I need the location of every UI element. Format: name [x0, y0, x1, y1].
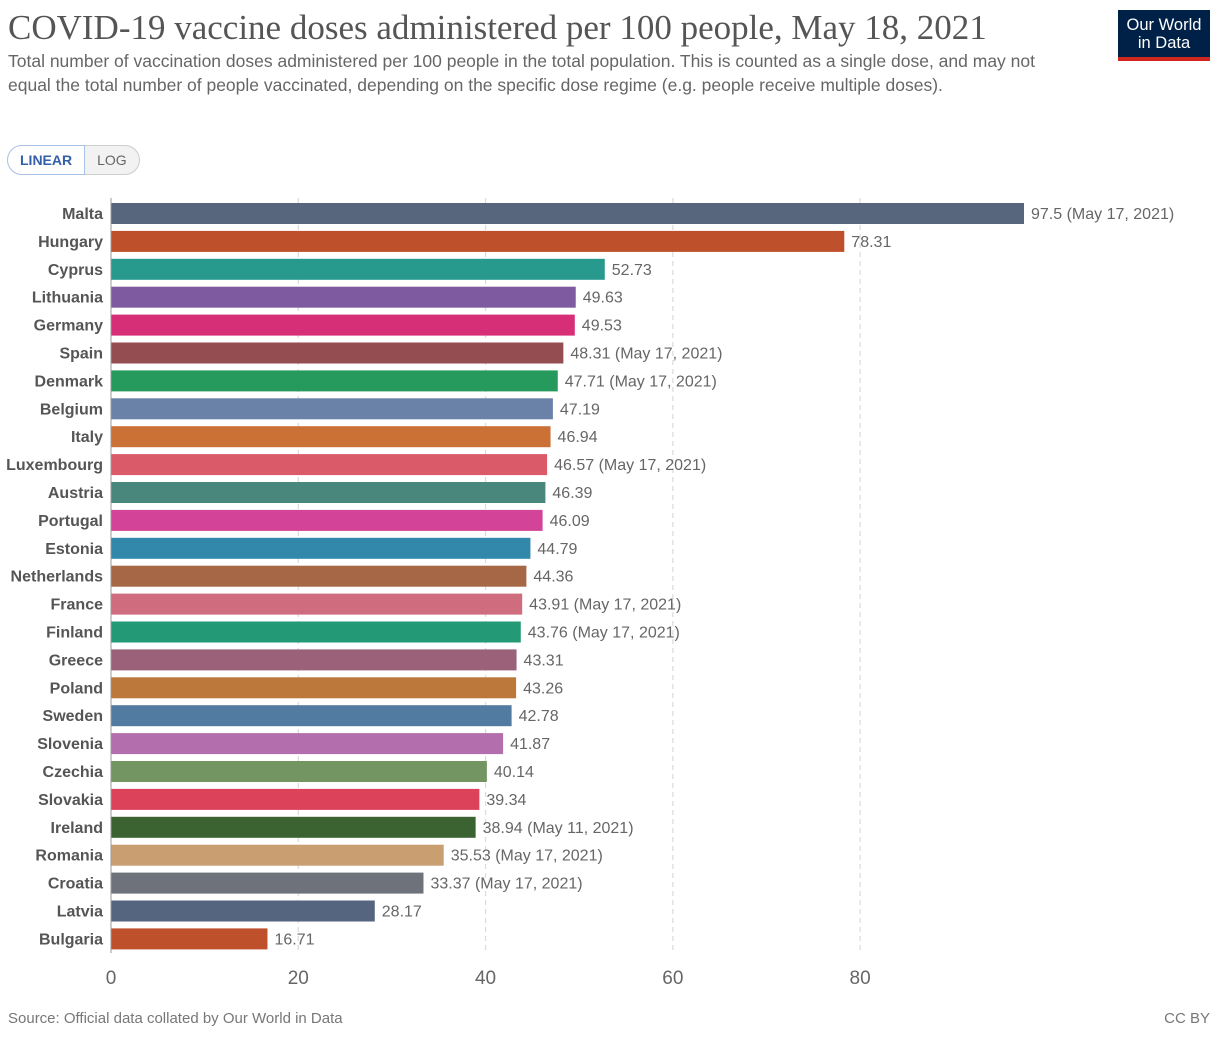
value-label-slovakia: 39.34: [486, 792, 526, 809]
value-label-france: 43.91 (May 17, 2021): [529, 597, 681, 614]
value-label-lithuania: 49.63: [583, 290, 623, 307]
value-label-croatia: 33.37 (May 17, 2021): [430, 876, 582, 893]
value-label-spain: 48.31 (May 17, 2021): [570, 346, 722, 363]
bar-netherlands[interactable]: [111, 565, 527, 587]
bar-france[interactable]: [111, 593, 523, 615]
bar-cyprus[interactable]: [111, 258, 605, 280]
category-label-germany: Germany: [34, 318, 103, 335]
value-label-greece: 43.31: [524, 652, 564, 669]
bar-sweden[interactable]: [111, 705, 512, 727]
category-label-france: France: [51, 597, 104, 614]
value-label-estonia: 44.79: [537, 541, 577, 558]
category-label-portugal: Portugal: [38, 513, 103, 530]
bar-greece[interactable]: [111, 649, 517, 671]
license-link[interactable]: CC BY: [1164, 1010, 1210, 1027]
bar-poland[interactable]: [111, 677, 517, 699]
bar-luxembourg[interactable]: [111, 454, 548, 476]
bar-italy[interactable]: [111, 426, 551, 448]
category-label-hungary: Hungary: [38, 234, 103, 251]
value-label-bulgaria: 16.71: [274, 931, 314, 948]
category-label-cyprus: Cyprus: [48, 262, 103, 279]
bar-romania[interactable]: [111, 844, 444, 866]
bar-slovakia[interactable]: [111, 788, 480, 810]
scale-toggle: LINEAR LOG: [7, 145, 140, 175]
value-label-finland: 43.76 (May 17, 2021): [528, 625, 680, 642]
value-label-romania: 35.53 (May 17, 2021): [451, 848, 603, 865]
x-tick-label-40: 40: [475, 968, 496, 989]
bar-estonia[interactable]: [111, 537, 531, 559]
bar-slovenia[interactable]: [111, 733, 504, 755]
value-label-portugal: 46.09: [550, 513, 590, 530]
bar-croatia[interactable]: [111, 872, 424, 894]
value-label-luxembourg: 46.57 (May 17, 2021): [554, 457, 706, 474]
category-label-croatia: Croatia: [48, 876, 103, 893]
bar-lithuania[interactable]: [111, 286, 576, 308]
category-label-estonia: Estonia: [45, 541, 103, 558]
category-label-latvia: Latvia: [57, 904, 103, 921]
category-label-romania: Romania: [35, 848, 103, 865]
category-label-malta: Malta: [62, 206, 103, 223]
bar-belgium[interactable]: [111, 398, 553, 420]
bar-hungary[interactable]: [111, 230, 845, 252]
value-label-latvia: 28.17: [382, 904, 422, 921]
category-label-bulgaria: Bulgaria: [39, 931, 103, 948]
category-label-spain: Spain: [59, 346, 103, 363]
bar-ireland[interactable]: [111, 816, 476, 838]
bar-denmark[interactable]: [111, 370, 558, 392]
x-tick-label-60: 60: [662, 968, 683, 989]
category-label-austria: Austria: [48, 485, 103, 502]
category-label-denmark: Denmark: [35, 373, 104, 390]
value-label-denmark: 47.71 (May 17, 2021): [565, 373, 717, 390]
category-label-italy: Italy: [71, 429, 103, 446]
value-label-poland: 43.26: [523, 680, 563, 697]
bar-czechia[interactable]: [111, 761, 487, 782]
category-label-slovenia: Slovenia: [37, 736, 103, 753]
category-label-czechia: Czechia: [43, 764, 104, 781]
bar-germany[interactable]: [111, 314, 575, 336]
bar-spain[interactable]: [111, 342, 564, 364]
value-label-ireland: 38.94 (May 11, 2021): [483, 820, 634, 837]
value-label-czechia: 40.14: [494, 764, 534, 781]
category-label-netherlands: Netherlands: [11, 569, 104, 586]
value-label-belgium: 47.19: [560, 401, 600, 418]
bar-austria[interactable]: [111, 482, 546, 503]
value-label-sweden: 42.78: [519, 708, 559, 725]
logo-line-1: Our World: [1126, 15, 1202, 34]
value-label-hungary: 78.31: [851, 234, 891, 251]
value-label-germany: 49.53: [582, 318, 622, 335]
chart-subtitle: Total number of vaccination doses admini…: [8, 51, 1035, 95]
category-label-slovakia: Slovakia: [38, 792, 103, 809]
category-label-finland: Finland: [46, 625, 103, 642]
category-label-ireland: Ireland: [51, 820, 103, 837]
x-tick-label-80: 80: [850, 968, 871, 989]
owid-logo[interactable]: Our World in Data: [1118, 10, 1210, 61]
value-label-malta: 97.5 (May 17, 2021): [1031, 206, 1174, 223]
x-tick-label-0: 0: [106, 968, 117, 989]
value-label-austria: 46.39: [552, 485, 592, 502]
source-note: Source: Official data collated by Our Wo…: [8, 1010, 343, 1027]
category-label-luxembourg: Luxembourg: [6, 457, 103, 474]
x-tick-label-20: 20: [288, 968, 309, 989]
value-label-italy: 46.94: [558, 429, 598, 446]
bar-latvia[interactable]: [111, 900, 375, 922]
category-label-poland: Poland: [50, 680, 103, 697]
chart-title: COVID-19 vaccine doses administered per …: [8, 8, 987, 47]
value-label-cyprus: 52.73: [612, 262, 652, 279]
bar-malta[interactable]: [111, 203, 1024, 224]
category-label-belgium: Belgium: [40, 401, 103, 418]
category-label-lithuania: Lithuania: [32, 290, 103, 307]
bar-chart: Malta 97.5 (May 17, 2021) Hungary 78.31 Cypr…: [6, 198, 1174, 989]
category-label-sweden: Sweden: [43, 708, 103, 725]
bar-portugal[interactable]: [111, 509, 543, 531]
value-label-netherlands: 44.36: [533, 569, 573, 586]
value-label-slovenia: 41.87: [510, 736, 550, 753]
bar-finland[interactable]: [111, 621, 521, 643]
bar-bulgaria[interactable]: [111, 928, 268, 950]
linear-scale-button[interactable]: LINEAR: [7, 145, 86, 175]
category-label-greece: Greece: [49, 652, 103, 669]
logo-line-2: in Data: [1137, 33, 1191, 52]
log-scale-button[interactable]: LOG: [85, 145, 140, 175]
